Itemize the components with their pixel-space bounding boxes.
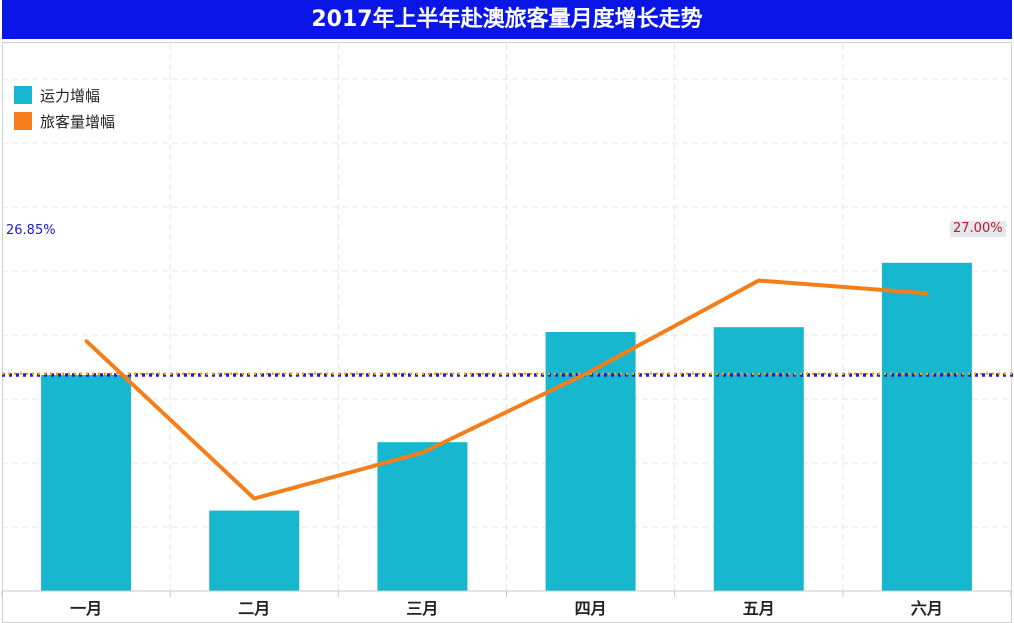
x-tick-label-2: 二月 [238, 599, 270, 618]
line-point-5 [757, 278, 761, 282]
bar-5 [713, 327, 804, 591]
line-point-3 [420, 451, 424, 455]
legend-item-capacity: 运力增幅 [14, 82, 115, 108]
passenger-growth-line [84, 278, 928, 501]
chart-title: 2017年上半年赴澳旅客量月度增长走势 [2, 0, 1012, 39]
legend-item-passengers: 旅客量增幅 [14, 108, 115, 134]
x-tick-label-3: 三月 [406, 599, 438, 618]
legend-swatch-passengers [14, 112, 32, 130]
bar-2 [209, 510, 300, 591]
legend-swatch-capacity [14, 86, 32, 104]
x-tick-label-5: 五月 [743, 599, 775, 618]
legend-label-capacity: 运力增幅 [40, 86, 101, 105]
bar-6 [881, 262, 972, 591]
line-point-6 [925, 291, 929, 295]
reference-label-left: 26.85% [6, 223, 56, 238]
legend: 运力增幅 旅客量增幅 [14, 82, 115, 134]
legend-label-passengers: 旅客量增幅 [40, 112, 116, 131]
bar-1 [41, 375, 132, 591]
x-tick-label-1: 一月 [70, 599, 102, 618]
reference-label-right: 27.00% [950, 221, 1006, 237]
line-point-4 [589, 369, 593, 373]
bar-3 [377, 442, 468, 591]
x-tick-label-6: 六月 [911, 599, 943, 618]
line-point-2 [252, 496, 256, 500]
line-point-1 [84, 339, 88, 343]
x-tick-label-4: 四月 [575, 599, 607, 618]
